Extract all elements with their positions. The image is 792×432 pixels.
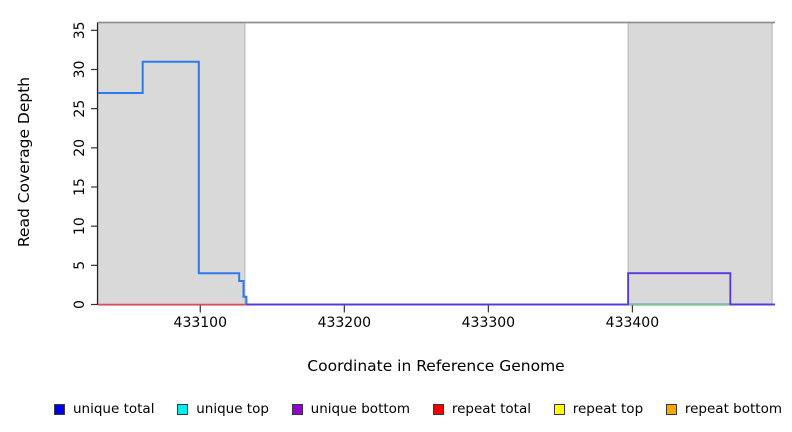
y-tick-label: 15 <box>72 178 88 196</box>
legend-item-unique-top: unique top <box>177 401 269 417</box>
y-tick-label: 35 <box>72 21 88 39</box>
legend-swatch-icon <box>54 403 65 415</box>
legend-item-repeat-top: repeat top <box>553 401 644 417</box>
legend-label: repeat top <box>572 401 644 417</box>
legend-item-repeat-total: repeat total <box>432 401 531 417</box>
legend-swatch-icon <box>177 403 189 415</box>
y-tick-label: 30 <box>72 61 88 79</box>
legend-swatch-icon <box>665 403 677 415</box>
y-tick-label: 25 <box>72 100 88 118</box>
y-axis-title: Read Coverage Depth <box>15 76 33 248</box>
x-tick-label: 433200 <box>318 315 371 331</box>
x-tick-label: 433300 <box>462 315 515 331</box>
legend-label: unique total <box>73 401 155 417</box>
x-tick-label: 433100 <box>174 315 227 331</box>
legend-label: unique top <box>196 401 269 417</box>
repeat-region-left <box>97 22 246 306</box>
legend-swatch-icon <box>553 403 565 415</box>
y-tick-label: 5 <box>72 261 88 270</box>
y-tick-label: 0 <box>72 300 88 309</box>
series-unique-total <box>98 60 775 306</box>
y-tick-label: 10 <box>72 217 88 235</box>
x-tick-label: 433400 <box>606 315 659 331</box>
legend: unique total unique top unique bottom repea… <box>54 398 782 420</box>
legend-item-repeat-bottom: repeat bottom <box>665 401 782 417</box>
legend-label: unique bottom <box>310 401 411 417</box>
legend-item-unique-total: unique total <box>54 401 154 417</box>
legend-swatch-icon <box>291 403 303 415</box>
y-tick-label: 20 <box>72 139 88 157</box>
legend-item-unique-bottom: unique bottom <box>291 401 411 417</box>
repeat-region-right <box>627 22 773 306</box>
legend-label: repeat bottom <box>684 401 782 417</box>
series-unique-bottom <box>246 272 775 306</box>
legend-swatch-icon <box>432 403 444 415</box>
legend-label: repeat total <box>451 401 531 417</box>
x-axis-title: Coordinate in Reference Genome <box>307 357 565 375</box>
